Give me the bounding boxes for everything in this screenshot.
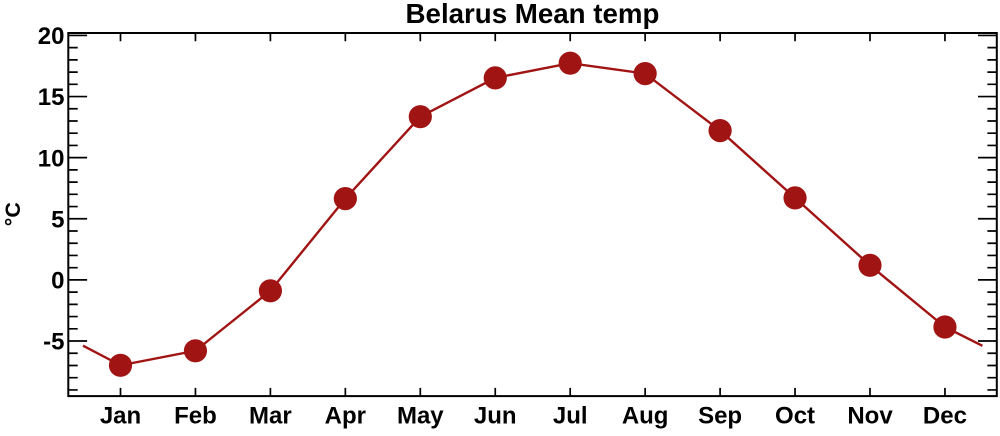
- svg-text:5: 5: [51, 206, 64, 233]
- svg-text:10: 10: [38, 145, 65, 172]
- svg-text:Oct: Oct: [775, 403, 815, 430]
- svg-text:0: 0: [51, 268, 64, 295]
- svg-text:Nov: Nov: [847, 403, 893, 430]
- svg-text:Sep: Sep: [698, 403, 742, 430]
- svg-text:Aug: Aug: [622, 403, 669, 430]
- svg-text:-5: -5: [43, 329, 64, 356]
- svg-text:Dec: Dec: [923, 403, 967, 430]
- svg-text:Jan: Jan: [100, 403, 141, 430]
- svg-text:Apr: Apr: [325, 403, 366, 430]
- svg-text:Belarus Mean temp: Belarus Mean temp: [406, 0, 660, 29]
- svg-text:Jul: Jul: [553, 403, 588, 430]
- svg-text:°C: °C: [1, 202, 25, 226]
- svg-text:20: 20: [38, 23, 65, 50]
- svg-text:Jun: Jun: [474, 403, 517, 430]
- svg-text:15: 15: [38, 84, 65, 111]
- svg-text:Feb: Feb: [174, 403, 217, 430]
- svg-text:Mar: Mar: [249, 403, 292, 430]
- svg-text:May: May: [397, 403, 444, 430]
